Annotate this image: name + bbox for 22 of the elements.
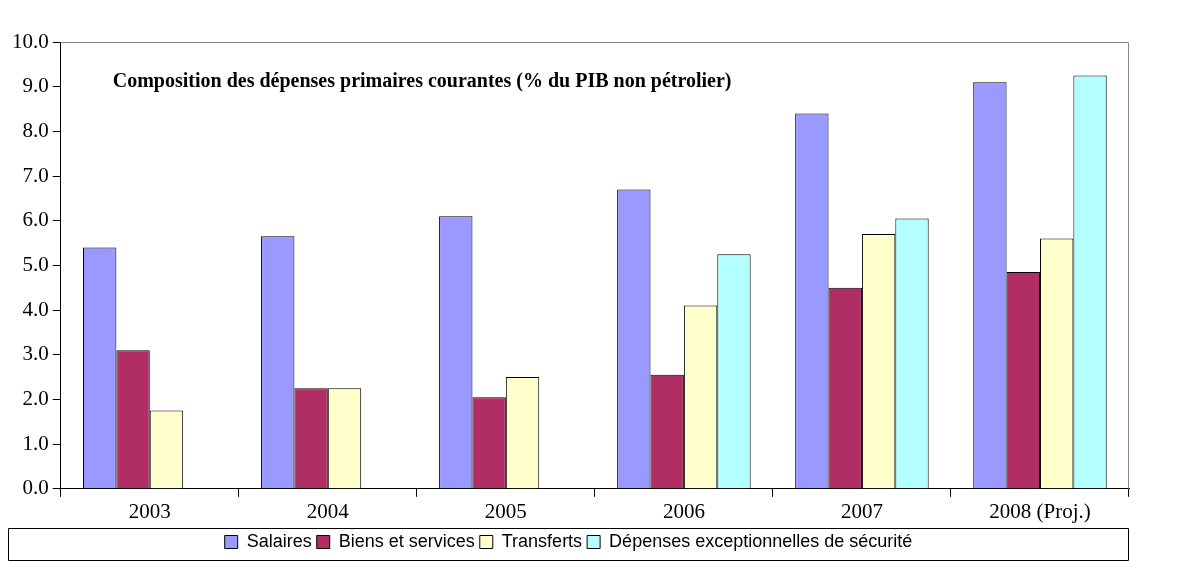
y-tick-label: 5.0 <box>22 251 49 276</box>
x-tick-label: 2007 <box>840 498 883 523</box>
x-tick-label: 2008 (Proj.) <box>989 498 1091 523</box>
y-tick-label: 7.0 <box>22 162 49 187</box>
legend-label: Salaires <box>246 530 312 551</box>
text: Composition des dépenses primaires courantes (% du PIB non pétrolier) <box>112 69 732 93</box>
x-tick-label: 2004 <box>306 498 350 523</box>
x-tick-label: 2006 <box>662 498 705 523</box>
legend-label: Dépenses exceptionnelles de sécurité <box>609 530 913 551</box>
y-tick-label: 10.0 <box>12 28 49 53</box>
legend-label: Biens et services <box>338 530 475 551</box>
y-tick-label: 4.0 <box>22 296 49 321</box>
y-tick-label: 2.0 <box>22 385 49 410</box>
y-tick-label: 8.0 <box>22 117 49 142</box>
legend-label: Transferts <box>501 530 583 551</box>
x-tick-label: 2005 <box>484 498 527 523</box>
y-tick-label: 3.0 <box>22 341 49 366</box>
y-tick-label: 1.0 <box>22 430 49 455</box>
y-tick-label: 0.0 <box>22 475 49 500</box>
x-tick-label: 2003 <box>128 498 171 523</box>
y-tick-label: 6.0 <box>22 207 49 232</box>
y-tick-label: 9.0 <box>22 73 49 98</box>
